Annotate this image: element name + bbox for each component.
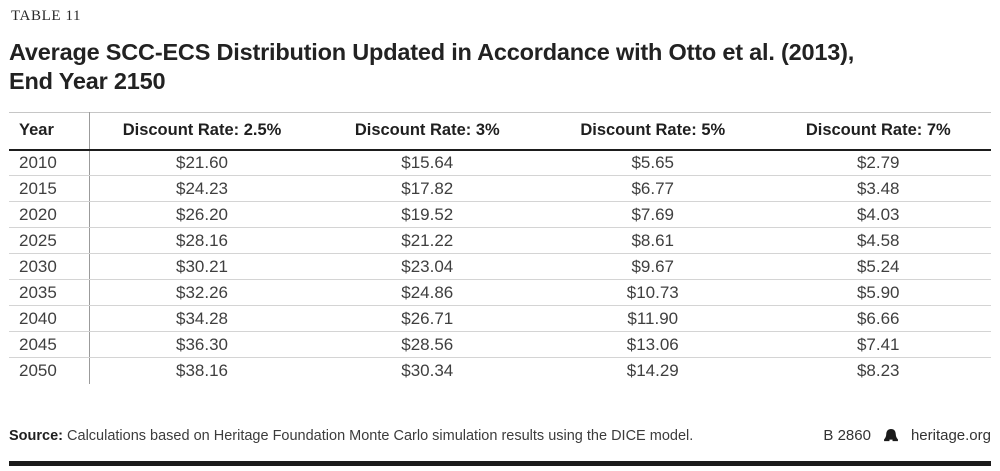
table-row: 2020 $26.20 $19.52 $7.69 $4.03 xyxy=(9,201,991,228)
table-row: 2035 $32.26 $24.86 $10.73 $5.90 xyxy=(9,279,991,306)
value-cell: $7.69 xyxy=(540,201,766,228)
value-cell: $21.22 xyxy=(314,227,540,254)
value-cell: $14.29 xyxy=(626,360,679,380)
title-line-2: End Year 2150 xyxy=(9,68,166,94)
value-cell: $5.65 xyxy=(540,149,766,176)
value-cell: $23.04 xyxy=(314,253,540,280)
value-cell: $32.26 xyxy=(89,279,315,306)
scc-ecs-table: Year Discount Rate: 2.5% Discount Rate: … xyxy=(9,112,991,384)
value-cell: $11.90 xyxy=(540,305,766,332)
footer-right: B 2860 heritage.org xyxy=(823,427,991,444)
year-cell: 2045 xyxy=(9,331,90,358)
table-row: 2015 $24.23 $17.82 $6.77 $3.48 xyxy=(9,175,991,202)
year-cell: 2010 xyxy=(9,149,90,176)
report-id: B 2860 xyxy=(823,427,871,444)
value-cell: $8.61 xyxy=(540,227,766,254)
value-cell: $38.16 xyxy=(176,360,228,380)
value-cell: $3.48 xyxy=(765,175,991,202)
value-cell: $13.06 xyxy=(540,331,766,358)
year-cell: 2020 xyxy=(9,201,90,228)
value-cell: $36.30 xyxy=(89,331,315,358)
column-header-discount-2-5: Discount Rate: 2.5% xyxy=(89,112,315,151)
source-label: Source: xyxy=(9,427,63,444)
table-row: 2025 $28.16 $21.22 $8.61 $4.58 xyxy=(9,227,991,254)
value-cell: $8.23 xyxy=(856,360,900,380)
value-cell: $26.20 xyxy=(89,201,315,228)
value-cell: $26.71 xyxy=(314,305,540,332)
table-body: 2010 $21.60 $15.64 $5.65 $2.79 2015 $24.23 $17.… xyxy=(9,149,991,384)
value-cell: $17.82 xyxy=(314,175,540,202)
value-cell: $4.58 xyxy=(765,227,991,254)
column-header-discount-3: Discount Rate: 3% xyxy=(314,112,540,151)
table-row: 2045 $36.30 $28.56 $13.06 $7.41 xyxy=(9,331,991,358)
value-cell: $19.52 xyxy=(314,201,540,228)
value-cell: $28.56 xyxy=(314,331,540,358)
source-note: Source: Calculations based on Heritage F… xyxy=(9,428,693,444)
year-cell: 2025 xyxy=(9,227,90,254)
value-cell: $5.90 xyxy=(765,279,991,306)
value-cell: $6.66 xyxy=(765,305,991,332)
page-title: Average SCC-ECS Distribution Updated in … xyxy=(9,38,991,96)
table-number-label: TABLE 11 xyxy=(11,8,82,24)
year-cell: 2015 xyxy=(9,175,90,202)
value-cell: $30.34 xyxy=(401,360,454,380)
year-cell: 2030 xyxy=(9,253,90,280)
value-cell: $30.21 xyxy=(89,253,315,280)
column-header-discount-7: Discount Rate: 7% xyxy=(765,112,991,151)
table-row: 2010 $21.60 $15.64 $5.65 $2.79 xyxy=(9,149,991,176)
value-cell: $10.73 xyxy=(540,279,766,306)
column-header-discount-5: Discount Rate: 5% xyxy=(540,112,766,151)
site-url: heritage.org xyxy=(910,427,991,444)
value-cell: $9.67 xyxy=(540,253,766,280)
column-header-year: Year xyxy=(9,112,90,151)
value-cell: $28.16 xyxy=(89,227,315,254)
year-cell: 2035 xyxy=(9,279,90,306)
table-row: 2050 $38.16 $30.34 $14.29 $8.23 xyxy=(9,357,991,384)
value-cell: $2.79 xyxy=(765,149,991,176)
bottom-rule xyxy=(9,461,991,466)
year-cell: 2050 xyxy=(9,357,90,384)
value-cell: $21.60 xyxy=(89,149,315,176)
value-cell: $6.77 xyxy=(540,175,766,202)
value-cell: $24.23 xyxy=(89,175,315,202)
year-cell: 2040 xyxy=(9,305,90,332)
table-row: 2030 $30.21 $23.04 $9.67 $5.24 xyxy=(9,253,991,280)
value-cell: $7.41 xyxy=(765,331,991,358)
value-cell: $4.03 xyxy=(765,201,991,228)
value-cell: $15.64 xyxy=(314,149,540,176)
footer: Source: Calculations based on Heritage F… xyxy=(9,427,991,444)
header-row: Year Discount Rate: 2.5% Discount Rate: … xyxy=(9,112,991,151)
value-cell: $24.86 xyxy=(314,279,540,306)
table-row: 2040 $34.28 $26.71 $11.90 $6.66 xyxy=(9,305,991,332)
value-cell: $34.28 xyxy=(89,305,315,332)
title-line-1: Average SCC-ECS Distribution Updated in … xyxy=(9,39,855,65)
value-cell: $5.24 xyxy=(765,253,991,280)
liberty-bell-icon xyxy=(882,428,900,443)
source-text: Calculations based on Heritage Foundatio… xyxy=(63,427,694,444)
